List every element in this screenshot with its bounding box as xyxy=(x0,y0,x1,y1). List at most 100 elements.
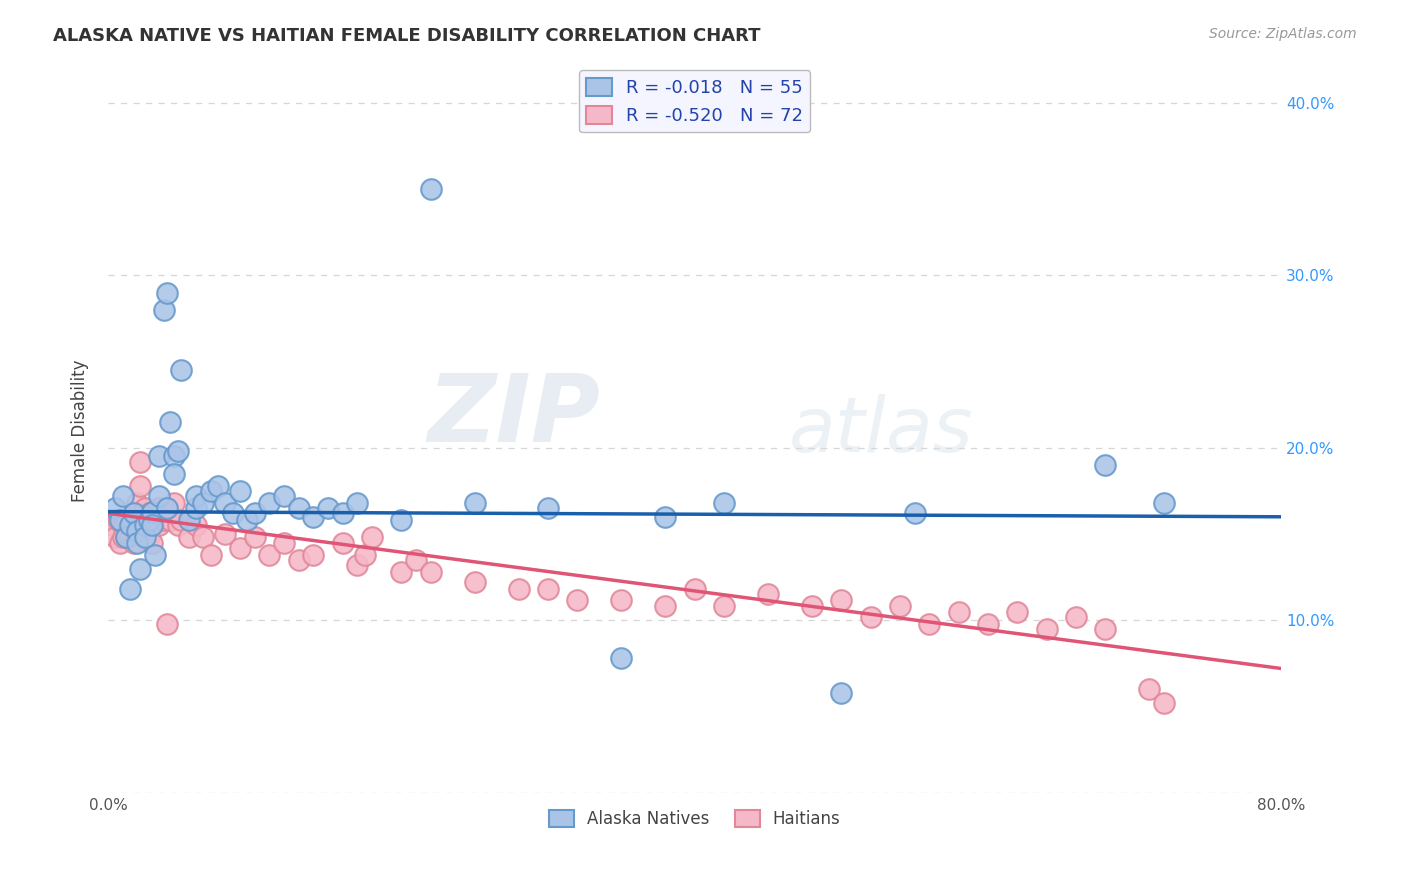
Point xyxy=(332,506,354,520)
Point xyxy=(1035,622,1057,636)
Point xyxy=(214,527,236,541)
Point xyxy=(141,518,163,533)
Point xyxy=(207,479,229,493)
Point xyxy=(346,496,368,510)
Point xyxy=(332,535,354,549)
Point xyxy=(118,518,141,533)
Point xyxy=(134,518,156,533)
Point xyxy=(107,513,129,527)
Y-axis label: Female Disability: Female Disability xyxy=(72,359,89,502)
Point xyxy=(138,531,160,545)
Point xyxy=(405,553,427,567)
Point xyxy=(163,450,186,464)
Point xyxy=(801,599,824,614)
Point xyxy=(1153,496,1175,510)
Point xyxy=(129,455,152,469)
Point xyxy=(111,518,134,533)
Point xyxy=(353,548,375,562)
Point xyxy=(236,513,259,527)
Point xyxy=(138,506,160,520)
Point xyxy=(167,518,190,533)
Point xyxy=(508,582,530,597)
Point xyxy=(127,524,149,538)
Point xyxy=(316,501,339,516)
Point xyxy=(1094,458,1116,472)
Point xyxy=(177,531,200,545)
Point xyxy=(214,496,236,510)
Point xyxy=(904,506,927,520)
Point xyxy=(859,609,882,624)
Point xyxy=(567,592,589,607)
Point xyxy=(170,363,193,377)
Point xyxy=(200,548,222,562)
Point xyxy=(177,513,200,527)
Point xyxy=(221,506,243,520)
Point xyxy=(156,616,179,631)
Point xyxy=(141,506,163,520)
Point xyxy=(152,302,174,317)
Point xyxy=(302,509,325,524)
Point xyxy=(156,501,179,516)
Point xyxy=(167,444,190,458)
Point xyxy=(118,518,141,533)
Point xyxy=(141,505,163,519)
Point xyxy=(193,531,215,545)
Point xyxy=(143,513,166,527)
Point xyxy=(129,561,152,575)
Point xyxy=(127,496,149,510)
Point xyxy=(124,535,146,549)
Point xyxy=(159,415,181,429)
Point xyxy=(610,651,633,665)
Point xyxy=(127,518,149,533)
Text: atlas: atlas xyxy=(789,393,973,467)
Point xyxy=(977,616,1000,631)
Point xyxy=(287,501,309,516)
Point xyxy=(537,501,560,516)
Point xyxy=(163,467,186,481)
Point xyxy=(229,483,252,498)
Point xyxy=(104,531,127,545)
Point xyxy=(124,506,146,520)
Text: Source: ZipAtlas.com: Source: ZipAtlas.com xyxy=(1209,27,1357,41)
Point xyxy=(948,605,970,619)
Point xyxy=(148,518,170,533)
Point xyxy=(713,599,735,614)
Point xyxy=(302,548,325,562)
Point xyxy=(184,518,207,533)
Point xyxy=(111,489,134,503)
Point xyxy=(389,565,412,579)
Point xyxy=(713,496,735,510)
Point xyxy=(118,531,141,545)
Point xyxy=(889,599,911,614)
Point xyxy=(389,513,412,527)
Point xyxy=(229,541,252,555)
Point xyxy=(148,450,170,464)
Point xyxy=(756,587,779,601)
Point xyxy=(138,513,160,527)
Point xyxy=(148,489,170,503)
Point xyxy=(184,489,207,503)
Point xyxy=(163,496,186,510)
Point xyxy=(464,575,486,590)
Point xyxy=(1007,605,1029,619)
Point xyxy=(654,599,676,614)
Point xyxy=(111,531,134,545)
Point xyxy=(134,501,156,516)
Point xyxy=(193,496,215,510)
Text: ZIP: ZIP xyxy=(427,370,600,462)
Legend: Alaska Natives, Haitians: Alaska Natives, Haitians xyxy=(543,804,848,835)
Point xyxy=(152,513,174,527)
Point xyxy=(114,513,136,527)
Point xyxy=(361,531,384,545)
Point xyxy=(1064,609,1087,624)
Point xyxy=(108,535,131,549)
Point xyxy=(273,535,295,549)
Point xyxy=(141,535,163,549)
Point xyxy=(184,501,207,516)
Point xyxy=(127,535,149,549)
Point xyxy=(156,285,179,300)
Point xyxy=(1153,696,1175,710)
Point xyxy=(1094,622,1116,636)
Point xyxy=(1137,682,1160,697)
Point xyxy=(114,531,136,545)
